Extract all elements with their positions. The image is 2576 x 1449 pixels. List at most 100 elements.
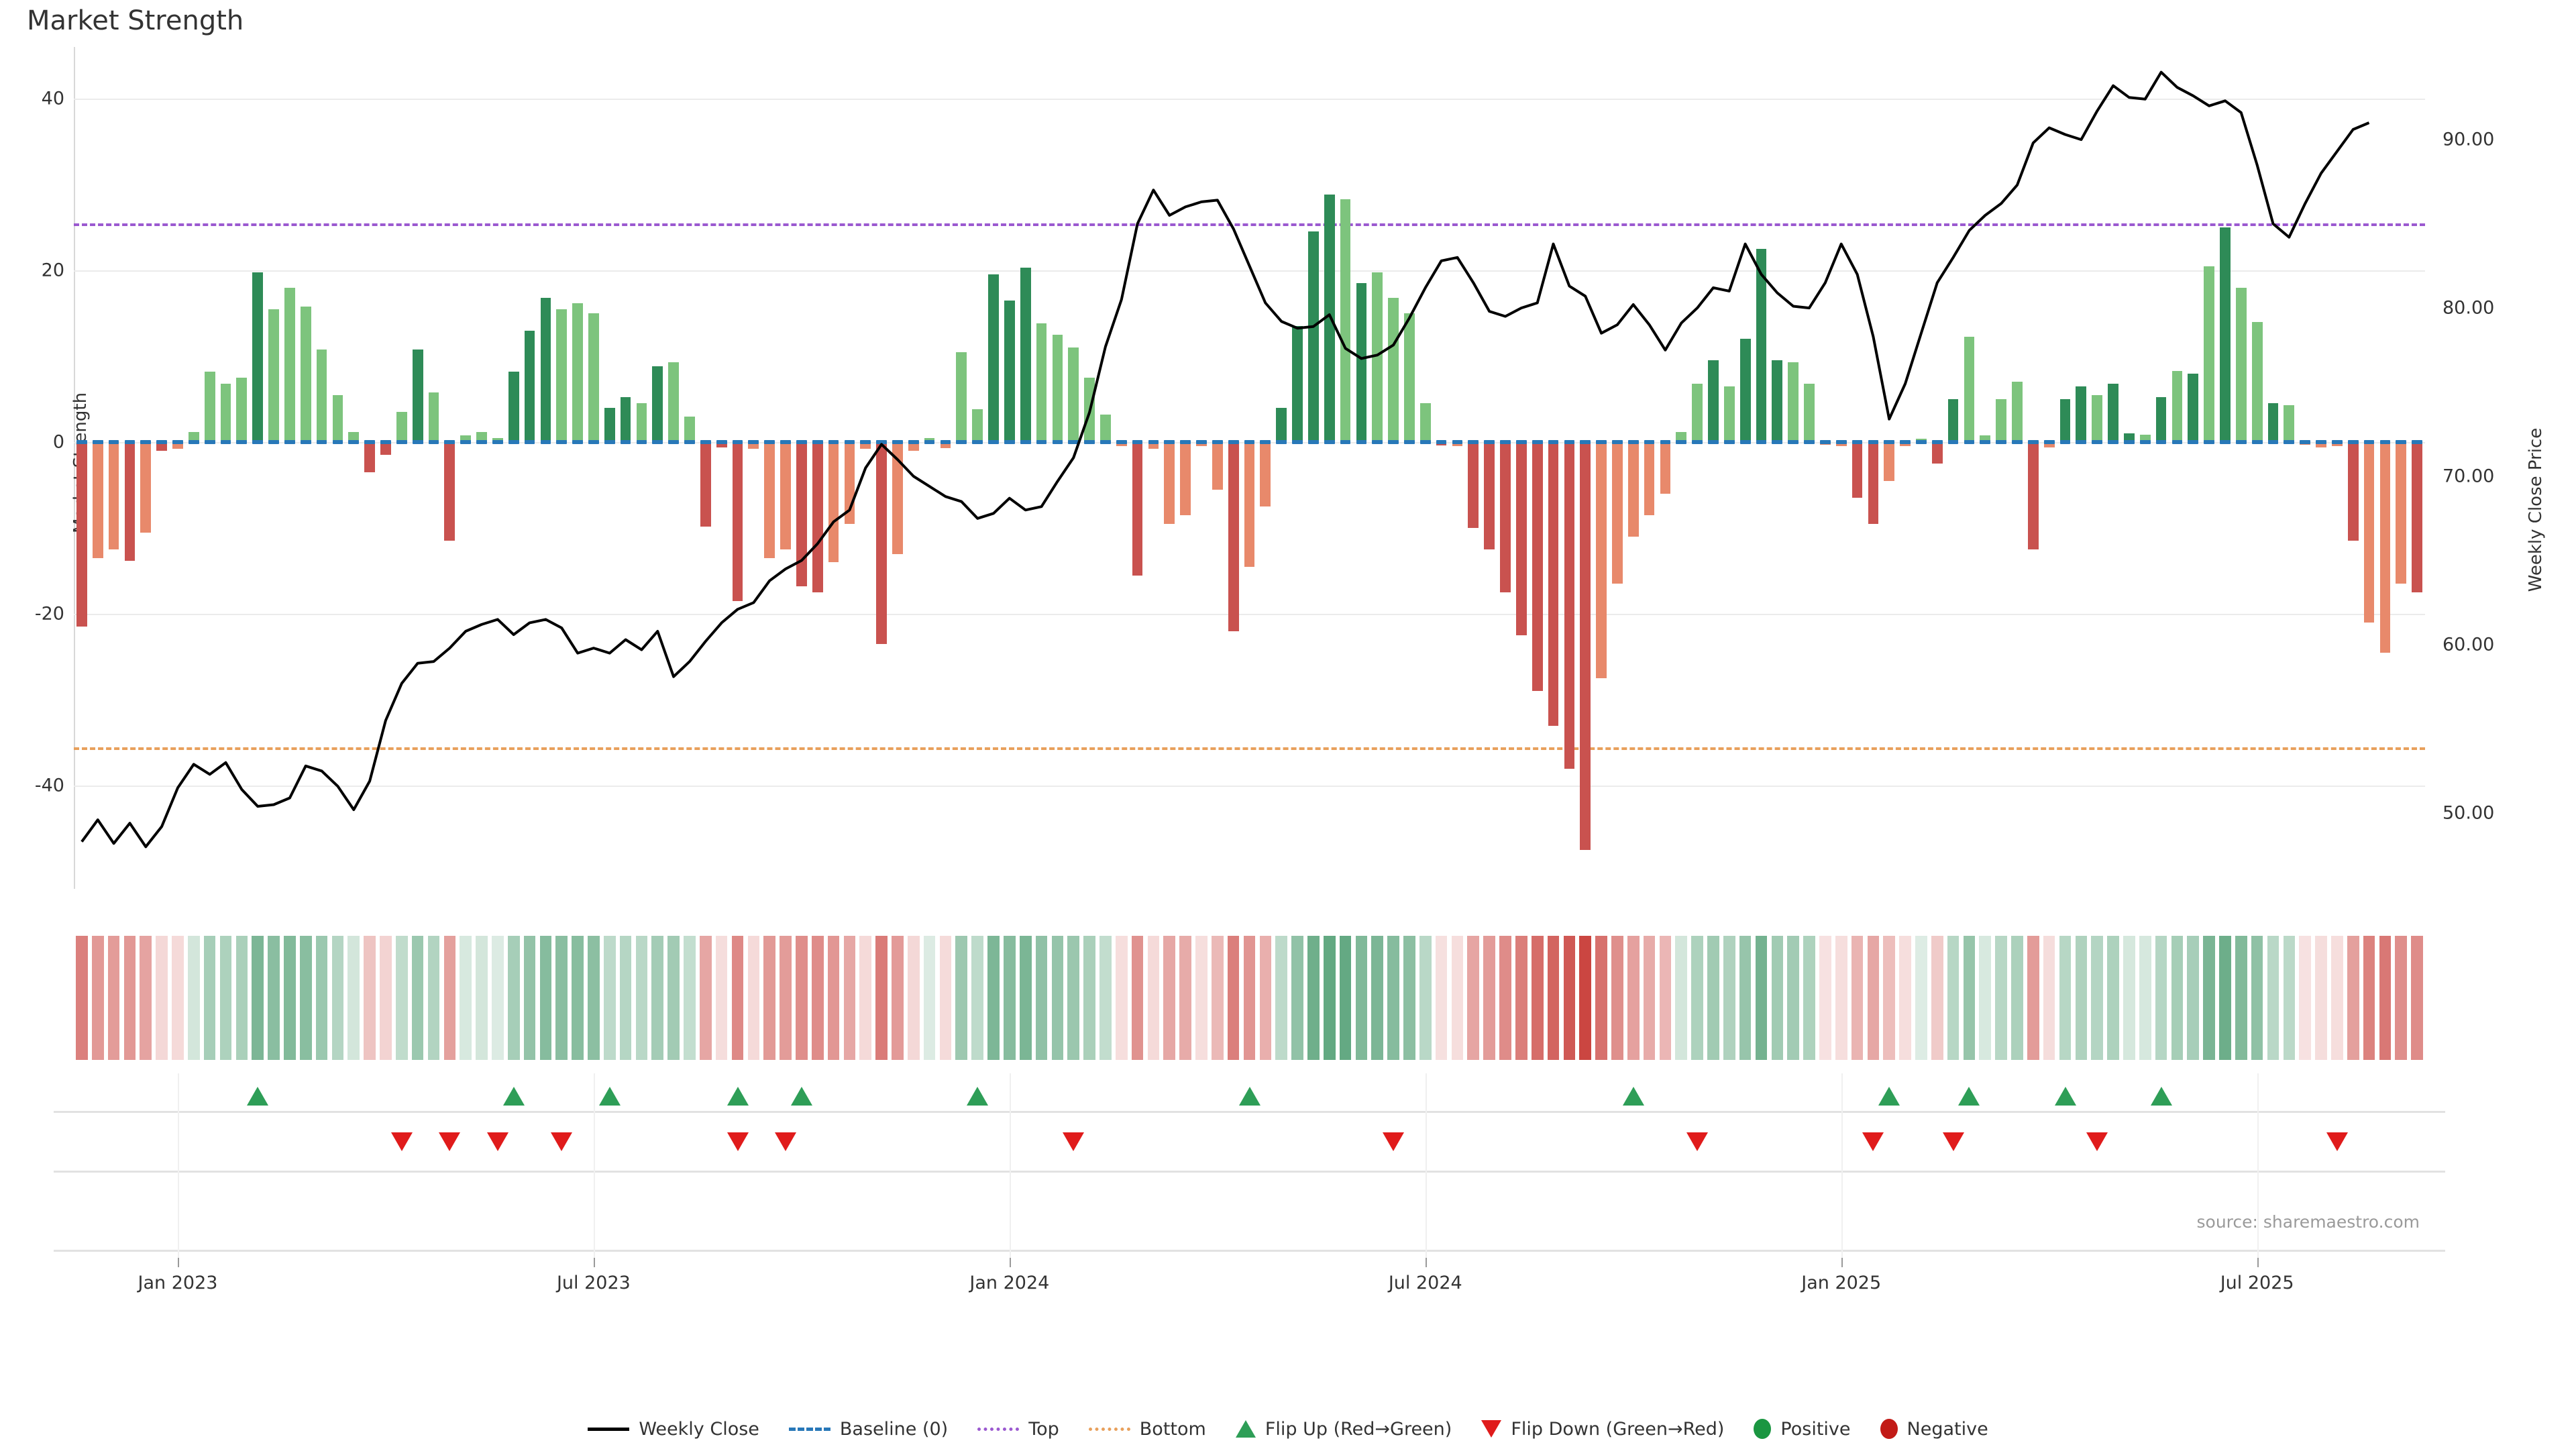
heatmap-cell [1707,936,1719,1060]
strength-bar [1132,442,1143,576]
x-tick-mark [1841,1258,1843,1267]
baseline-segment [284,440,295,445]
baseline-segment [2043,440,2055,445]
baseline-segment [188,440,199,445]
baseline-segment [332,440,343,445]
strength-bar [1676,431,1687,443]
heatmap-cell [1931,936,1943,1060]
strength-bar [2043,442,2055,447]
footer-gridline [1425,1171,1427,1258]
heatmap-cell [203,936,216,1060]
strength-bar [1947,399,1959,443]
flip-down-marker-icon [1686,1132,1709,1151]
strength-bar [1452,442,1463,447]
baseline-segment [892,440,903,445]
strength-bar [812,442,823,593]
heatmap-cell [923,936,936,1060]
heatmap-cell [588,936,600,1060]
legend-item[interactable]: Bottom [1088,1419,1206,1440]
heatmap-cell [476,936,488,1060]
baseline-segment [1132,440,1143,445]
baseline-segment [1851,440,1863,445]
strength-bar [1788,362,1799,443]
heatmap-cell [1371,936,1384,1060]
y-tick-label-left: -40 [34,775,64,796]
strength-bar [1484,442,1495,550]
strength-bar [876,442,887,645]
strength-bar [2267,403,2279,443]
baseline-segment [1276,440,1287,445]
heatmap-cell [1051,936,1064,1060]
legend-item[interactable]: Flip Up (Red→Green) [1235,1419,1452,1440]
heatmap-cell [2075,936,2088,1060]
heatmap-cell [731,936,744,1060]
baseline-segment [1596,440,1607,445]
baseline-segment [1292,440,1303,445]
strength-bar [1340,199,1351,443]
heatmap-cell [1595,936,1607,1060]
baseline-segment [1004,440,1015,445]
strength-bar [940,442,951,449]
baseline-segment [2012,440,2023,445]
strength-bar [652,366,663,443]
baseline-segment [2108,440,2118,445]
heatmap-cell [955,936,968,1060]
heatmap-cell [331,936,344,1060]
baseline-segment [492,440,503,445]
baseline-segment [396,440,407,445]
baseline-segment [1404,440,1415,445]
strength-bar [1180,442,1191,515]
baseline-segment [428,440,439,445]
heatmap-cell [2395,936,2408,1060]
baseline-segment [172,440,183,445]
strength-bar [332,394,343,443]
strength-bar [76,442,87,627]
strength-bar [1835,442,1847,447]
strength-bar [1660,442,1671,494]
baseline-segment [1036,440,1047,445]
heatmap-cell [780,936,792,1060]
baseline-segment [2412,440,2422,445]
heatmap-cell [1611,936,1623,1060]
legend-label: Top [1028,1418,1059,1440]
strength-bar [236,378,248,443]
strength-bar [1644,442,1655,515]
strength-bar [2412,442,2422,593]
baseline-segment [1835,440,1847,445]
legend-item[interactable]: Negative [1880,1419,1988,1440]
legend-item[interactable]: Baseline (0) [788,1418,949,1440]
heatmap-cell [859,936,872,1060]
legend-item[interactable]: Flip Down (Green→Red) [1481,1419,1724,1440]
strength-bar [2108,384,2118,443]
legend-item[interactable]: Weekly Close [588,1419,759,1440]
strength-bar [828,442,839,563]
strength-bar [1419,403,1431,443]
heatmap-cell [2091,936,2104,1060]
strength-bar [796,442,807,587]
x-axis: Jan 2023 Jul 2023 Jan 2024 Jul 2024 Jan 2025… [74,1258,2425,1318]
heatmap-cell [2267,936,2279,1060]
strength-bar [1723,386,1735,443]
baseline-segment [2059,440,2071,445]
baseline-segment [2316,440,2326,445]
baseline-segment [572,440,583,445]
heatmap-cell [2107,936,2119,1060]
baseline-segment [2220,440,2231,445]
strength-bar [1884,442,1895,481]
legend-item[interactable]: Top [977,1419,1059,1440]
footer-gridline [593,1171,595,1258]
strength-bar [684,416,695,443]
baseline-segment [1788,440,1799,445]
legend-item[interactable]: Positive [1754,1419,1851,1440]
baseline-segment [1756,440,1767,445]
strength-bar [156,442,167,451]
gridline [74,786,2425,788]
heatmap-cell [1019,936,1032,1060]
strength-bar [2139,434,2151,443]
legend-label: Baseline (0) [839,1418,949,1440]
baseline-segment [1228,440,1239,445]
baseline-segment [700,440,711,445]
strength-bar [1548,442,1559,726]
strength-bar [1996,399,2006,443]
heatmap-cell [1211,936,1224,1060]
